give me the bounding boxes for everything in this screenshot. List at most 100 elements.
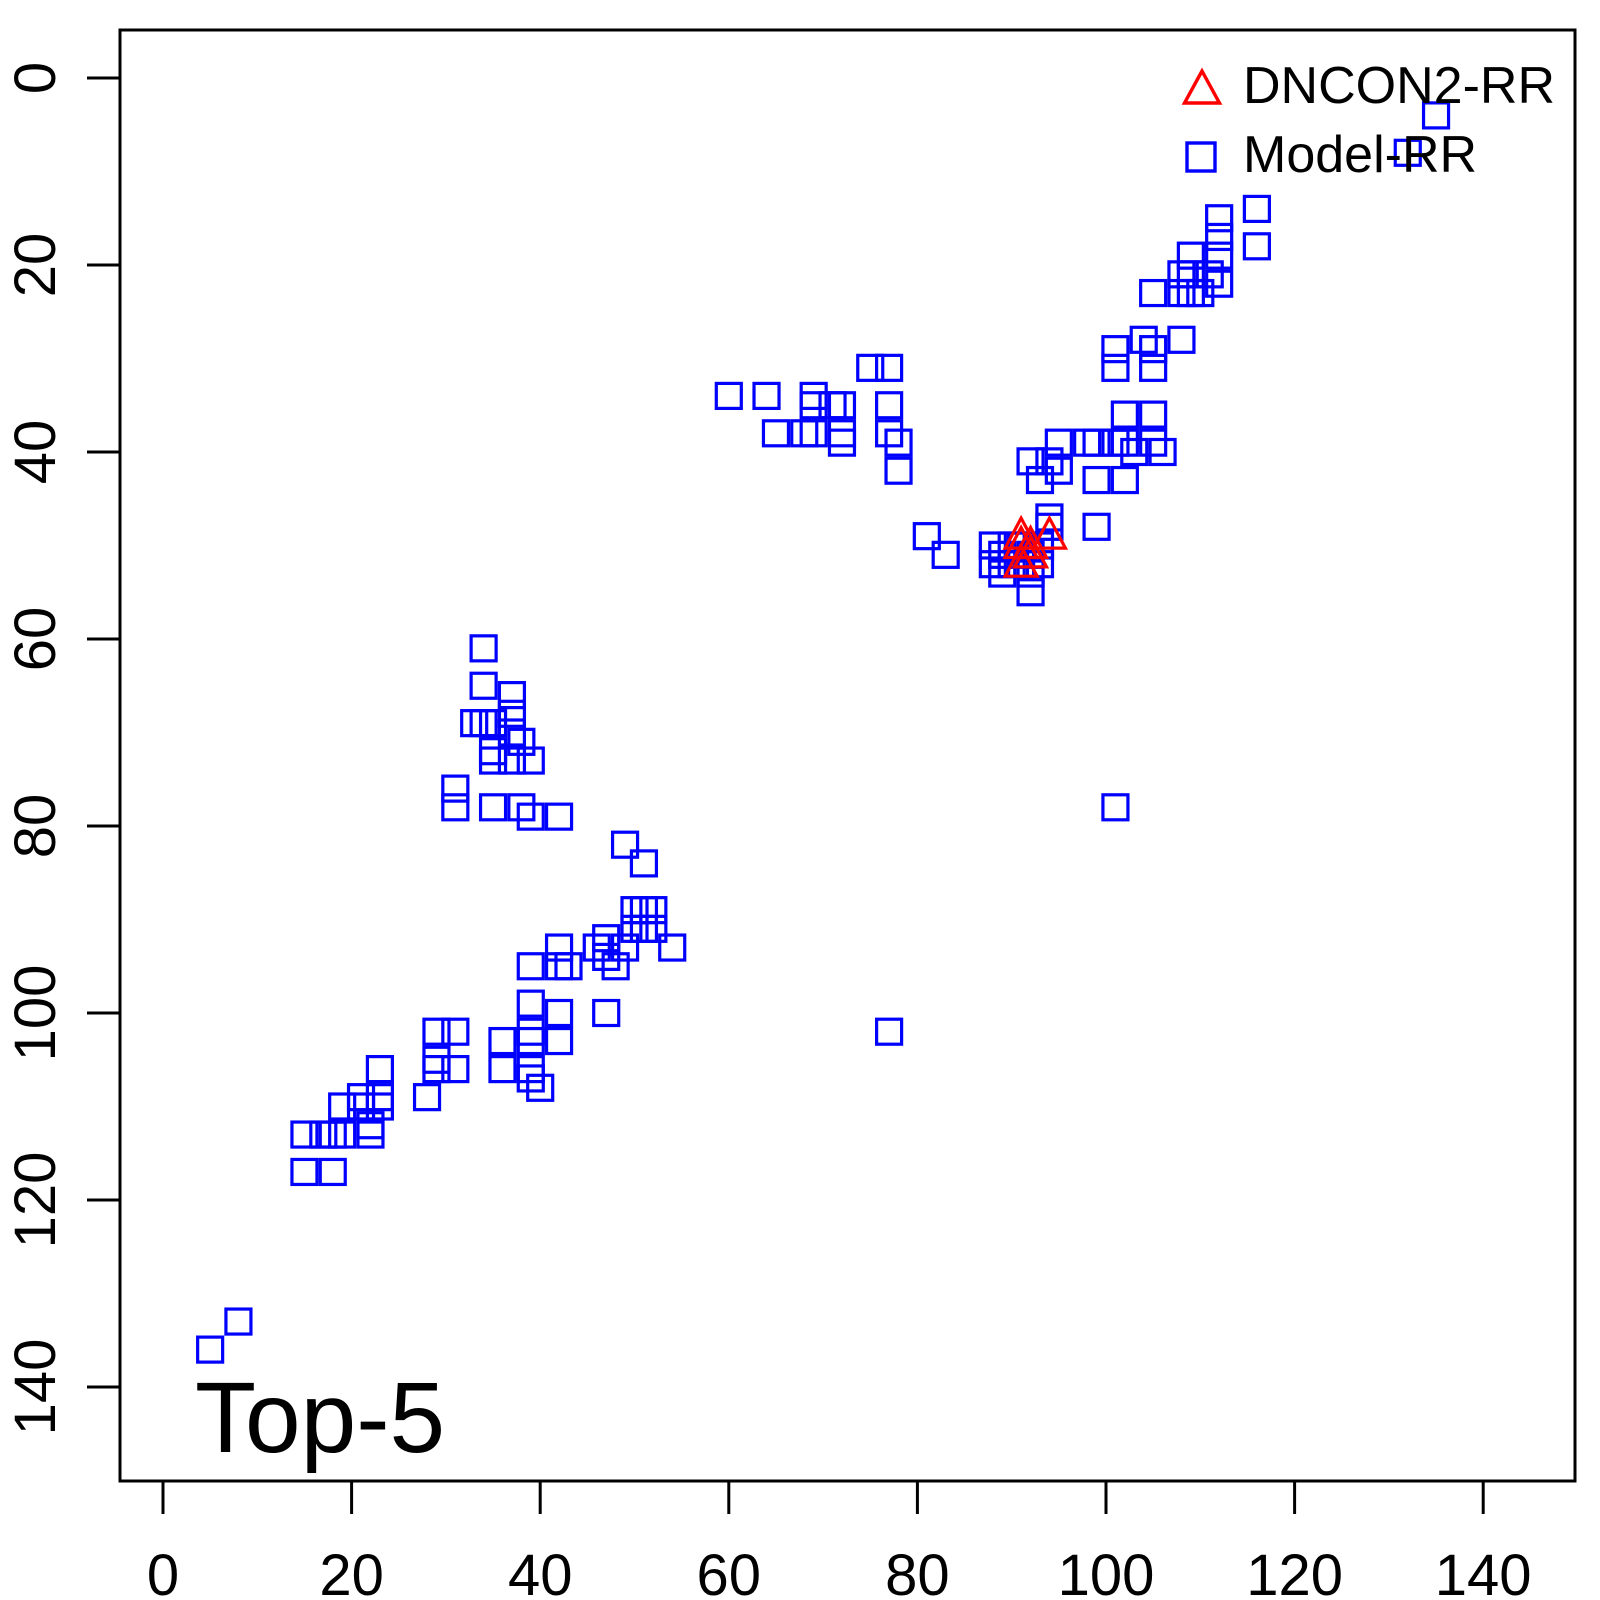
x-tick-label: 20: [319, 1543, 384, 1600]
model-rr-point: [1186, 278, 1215, 308]
model-rr-point: [488, 1054, 517, 1084]
model-rr-point: [1044, 456, 1073, 485]
model-rr-points-layer: [196, 101, 1451, 1364]
model-rr-point: [988, 559, 1017, 588]
model-rr-point: [1176, 278, 1205, 308]
model-rr-point: [365, 1054, 394, 1084]
model-rr-point: [441, 774, 470, 803]
model-rr-point: [790, 419, 819, 448]
model-rr-point: [526, 1073, 555, 1102]
model-rr-point: [346, 1083, 376, 1112]
legend-model-square-icon: [1185, 141, 1217, 173]
model-rr-point: [1035, 512, 1064, 541]
model-rr-point: [497, 718, 527, 747]
x-tick-label: 60: [697, 1543, 762, 1600]
model-rr-point: [1167, 278, 1196, 308]
plot-border: [118, 28, 1577, 1483]
model-rr-point: [592, 924, 621, 953]
legend-label-dncon2: DNCON2-RR: [1243, 57, 1555, 115]
model-rr-point: [1082, 465, 1111, 495]
model-rr-point: [1016, 447, 1045, 476]
y-tick-label: 120: [3, 1152, 68, 1249]
model-rr-point: [365, 1092, 394, 1121]
model-rr-point: [469, 634, 498, 663]
model-rr-point: [478, 793, 508, 822]
model-rr-point: [799, 419, 828, 448]
model-rr-point: [1139, 400, 1168, 429]
model-rr-point: [1176, 260, 1205, 289]
model-rr-point: [516, 1054, 545, 1084]
model-rr-point: [1205, 241, 1234, 270]
model-rr-point: [610, 933, 640, 962]
model-rr-point: [356, 1120, 385, 1149]
model-rr-point: [422, 1017, 451, 1046]
y-tick-label: 140: [3, 1339, 68, 1436]
model-rr-point: [441, 793, 470, 822]
x-tick-label: 120: [1246, 1543, 1343, 1600]
model-rr-point: [1101, 793, 1130, 822]
model-rr-point: [1167, 260, 1196, 289]
model-rr-point: [1148, 437, 1177, 467]
y-axis: 0 20 40 60 80 100 120 140: [3, 62, 120, 1436]
model-rr-point: [1082, 428, 1111, 457]
model-rr-point: [422, 1054, 451, 1084]
model-rr-point: [1393, 138, 1422, 167]
model-rr-point: [544, 998, 574, 1028]
y-tick-label: 100: [3, 965, 68, 1062]
model-rr-point: [629, 914, 659, 943]
model-rr-point: [799, 381, 828, 410]
model-rr-point: [441, 1054, 470, 1084]
model-rr-point: [328, 1120, 357, 1149]
model-rr-point: [610, 830, 640, 859]
model-rr-point: [224, 1307, 253, 1336]
legend-label-model: Model-RR: [1243, 126, 1477, 184]
model-rr-point: [629, 896, 659, 925]
model-rr-point: [478, 709, 508, 738]
model-rr-point: [412, 1083, 442, 1112]
model-rr-point: [1242, 232, 1271, 261]
model-rr-point: [516, 989, 545, 1018]
model-rr-point: [601, 952, 630, 981]
model-rr-point: [1129, 325, 1158, 354]
x-axis: 0 20 40 60 80 100 120 140: [147, 1481, 1532, 1600]
model-rr-point: [507, 727, 536, 756]
model-rr-point: [318, 1157, 347, 1187]
model-rr-point: [592, 998, 621, 1028]
dncon2-rr-points-layer: [1002, 514, 1069, 578]
model-rr-point: [516, 1017, 545, 1046]
model-rr-point: [497, 680, 527, 710]
model-rr-point: [460, 709, 489, 738]
model-rr-point: [1139, 335, 1168, 364]
model-rr-point: [469, 709, 498, 738]
y-tick-label: 0: [3, 62, 68, 94]
model-rr-point: [544, 933, 574, 962]
model-rr-point: [912, 522, 941, 551]
model-rr-point: [422, 1045, 451, 1074]
model-rr-point: [290, 1120, 319, 1149]
model-rr-point: [516, 802, 545, 831]
model-rr-point: [1167, 325, 1196, 354]
model-rr-point: [497, 699, 527, 728]
model-rr-point: [714, 381, 743, 410]
model-rr-point: [507, 793, 536, 822]
model-rr-point: [1205, 204, 1234, 233]
y-tick-label: 20: [3, 233, 68, 298]
model-rr-point: [1242, 194, 1271, 223]
model-rr-point: [761, 419, 791, 448]
model-rr-point: [827, 419, 857, 448]
model-rr-point: [1205, 269, 1234, 298]
model-rr-point: [1044, 428, 1073, 457]
model-rr-point: [856, 353, 885, 382]
model-rr-point: [592, 942, 621, 972]
model-rr-point: [978, 550, 1007, 579]
model-rr-point: [497, 746, 527, 775]
model-rr-point: [544, 802, 574, 831]
model-rr-point: [544, 952, 574, 981]
dncon2-rr-point: [1030, 514, 1069, 550]
model-rr-point: [639, 914, 668, 943]
model-rr-point: [516, 952, 545, 981]
x-tick-label: 140: [1435, 1543, 1532, 1600]
model-rr-point: [827, 428, 857, 457]
model-rr-point: [1082, 512, 1111, 541]
